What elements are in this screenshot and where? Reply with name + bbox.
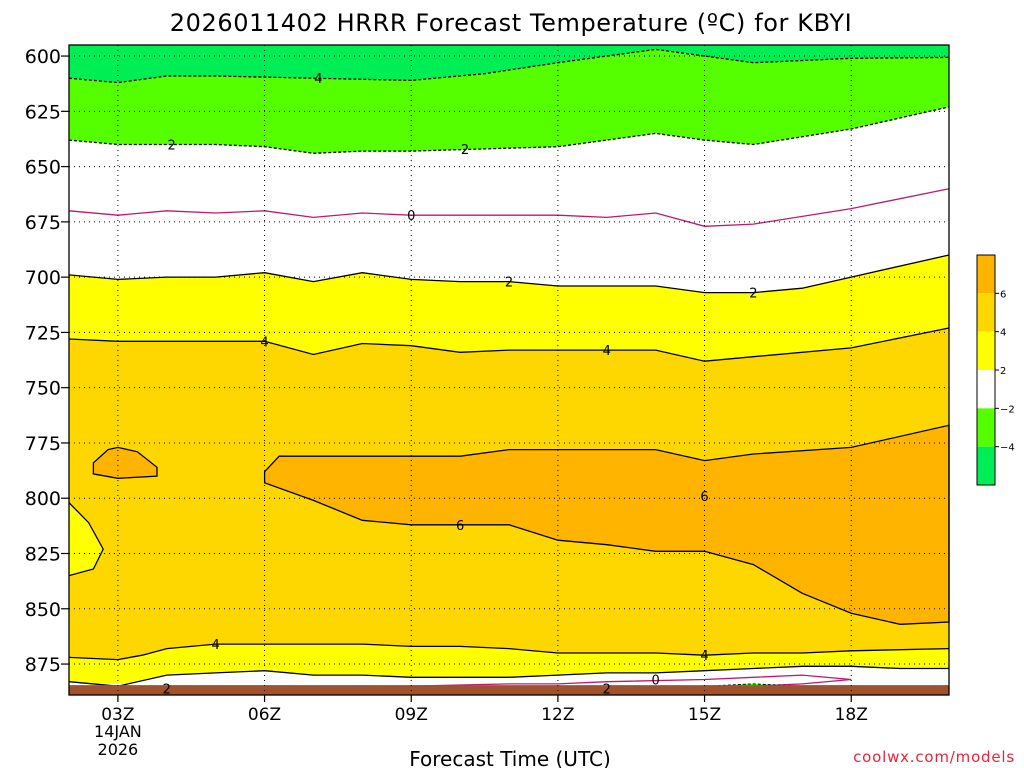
colorbar-swatch xyxy=(977,446,995,485)
contour-6-core xyxy=(263,424,950,625)
x-tick-date: 14JAN xyxy=(94,722,142,741)
y-tick-label: 750 xyxy=(25,378,61,400)
x-tick-label: 09Z xyxy=(395,705,428,725)
contour-label: 6 xyxy=(700,490,708,505)
band-neg2-to-2 xyxy=(69,106,949,293)
colorbar-swatch xyxy=(977,370,995,409)
contour-4-low xyxy=(68,643,950,661)
contour-label: 6 xyxy=(456,519,464,534)
x-tick-label: 03Z xyxy=(101,705,134,725)
contour-4-lobe xyxy=(68,502,104,577)
contour-label: 4 xyxy=(212,638,220,653)
y-tick-label: 800 xyxy=(25,488,61,510)
x-tick-label: 06Z xyxy=(248,705,281,725)
x-tick-year: 2026 xyxy=(98,740,139,759)
band-neg6-to-neg4 xyxy=(69,45,949,83)
contour-4 xyxy=(68,327,950,362)
x-axis-label: Forecast Time (UTC) xyxy=(409,747,611,768)
contour-label: 2 xyxy=(603,682,611,697)
plot-frame xyxy=(68,44,950,696)
colorbar-label: −2 xyxy=(1000,404,1015,415)
terrain-strip xyxy=(69,685,949,695)
contour-2 xyxy=(68,254,950,294)
y-tick-label: 850 xyxy=(25,599,61,621)
contour-label: 4 xyxy=(603,344,611,359)
band-2-to-4-lobe xyxy=(69,502,104,576)
contour-label: 0 xyxy=(652,674,660,689)
y-tick-label: 600 xyxy=(25,46,61,68)
colorbar-label: −4 xyxy=(1000,443,1015,454)
y-tick-label: 775 xyxy=(25,433,61,455)
contour-0 xyxy=(68,188,950,227)
colorbar-label: 4 xyxy=(1000,328,1006,339)
y-tick-label: 700 xyxy=(25,267,61,289)
colorbar-swatch xyxy=(977,293,995,332)
contour-label: 4 xyxy=(314,72,322,87)
colorbar-swatch xyxy=(977,408,995,447)
y-tick-label: 875 xyxy=(25,654,61,676)
x-tick-label: 18Z xyxy=(835,705,868,725)
band-2-to-4 xyxy=(69,255,949,362)
contour-neg2 xyxy=(68,106,950,154)
contour-2-low xyxy=(68,665,949,687)
colorbar-label: 2 xyxy=(1000,366,1006,377)
chart-title: 2026011402 HRRR Forecast Temperature (ºC… xyxy=(170,9,853,37)
contour-6-blob xyxy=(92,446,158,479)
contour-label: 4 xyxy=(260,335,268,350)
colorbar-label: 6 xyxy=(1000,289,1006,300)
band-6-to-8-core xyxy=(264,425,950,625)
contour-label: 2 xyxy=(505,276,513,291)
y-tick-label: 825 xyxy=(25,544,61,566)
x-tick-label: 15Z xyxy=(688,705,721,725)
contour-label: 0 xyxy=(407,209,415,224)
colorbar-swatch xyxy=(977,331,995,370)
band-neg4-to-neg2 xyxy=(69,49,949,154)
y-tick-label: 625 xyxy=(25,101,61,123)
contour-label: 2 xyxy=(749,287,757,302)
contour-label: 2 xyxy=(163,682,171,697)
contour-label: 2 xyxy=(168,138,176,153)
colorbar-swatch xyxy=(977,255,995,294)
credit-text: coolwx.com/models xyxy=(853,748,1015,766)
x-tick-label: 12Z xyxy=(541,705,574,725)
y-tick-label: 675 xyxy=(25,212,61,234)
band-near-zero-low xyxy=(289,675,852,689)
contour-label: 4 xyxy=(700,649,708,664)
colorbar-legend: 6 4 2 −2 −4 xyxy=(976,254,1015,486)
y-tick-label: 725 xyxy=(25,322,61,344)
contour-label: 2 xyxy=(461,143,469,158)
plot-area: 4 2 2 0 2 2 4 4 6 6 4 4 0 2 2 600 625 650 675 700 725 750 775 8… xyxy=(25,44,950,759)
contour-neg4 xyxy=(68,48,950,84)
y-tick-label: 650 xyxy=(25,157,61,179)
